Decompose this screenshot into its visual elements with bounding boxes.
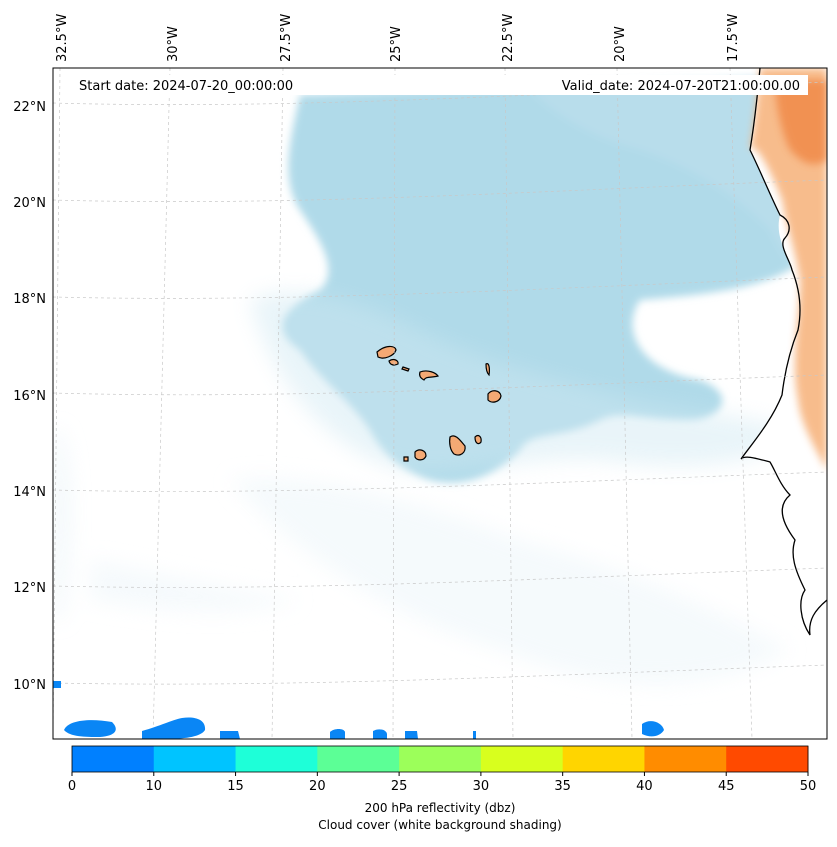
island-brava — [403, 456, 409, 462]
lon-label: 17.5°W — [726, 14, 741, 62]
colorbar-tick-label: 40 — [636, 779, 653, 794]
lon-label: 30°W — [166, 26, 181, 62]
lon-label: 22.5°W — [501, 14, 516, 62]
island-sal — [485, 363, 490, 377]
colorbar-tick-label: 0 — [68, 779, 76, 794]
colorbar-segment — [480, 746, 564, 772]
latitude-labels: 22°N 20°N 18°N 16°N 14°N 12°N 10°N — [13, 100, 46, 693]
lat-label: 12°N — [13, 581, 46, 596]
cloud-halo — [250, 291, 800, 473]
colorbar-segment — [399, 746, 482, 772]
island-santa-luzia — [401, 366, 410, 372]
colorbar-tick-label: 10 — [146, 779, 163, 794]
coastline — [740, 68, 827, 636]
island-fogo — [414, 449, 427, 461]
header-band — [70, 75, 808, 95]
colorbar-segment — [72, 746, 155, 772]
colorbar-ticks: 0 10 15 20 25 30 35 40 45 50 — [68, 772, 816, 794]
lon-label: 20°W — [613, 26, 628, 62]
land-warm-core — [775, 80, 827, 165]
colorbar-tick-label: 45 — [718, 779, 735, 794]
land-warm-shading — [750, 68, 827, 470]
map-content — [53, 68, 827, 739]
valid-date-label: Valid_date: 2024-07-20T21:00:00.00 — [562, 79, 800, 94]
colorbar-sublabel: Cloud cover (white background shading) — [318, 818, 562, 832]
colorbar-segment — [317, 746, 400, 772]
colorbar-segment — [235, 746, 318, 772]
lat-label: 18°N — [13, 292, 46, 307]
colorbar — [71, 745, 809, 773]
island-boa-vista — [487, 390, 502, 403]
lat-label: 14°N — [13, 485, 46, 500]
lon-label: 25°W — [389, 26, 404, 62]
lon-label: 27.5°W — [279, 14, 294, 62]
longitude-labels: 32.5°W 30°W 27.5°W 25°W 22.5°W 20°W 17.5… — [55, 14, 741, 62]
cape-verde-islands — [376, 345, 502, 462]
reflectivity-cells — [53, 681, 664, 739]
colorbar-tick-label: 50 — [800, 779, 817, 794]
map-frame — [52, 67, 828, 740]
colorbar-tick-label: 25 — [391, 779, 408, 794]
lat-label: 10°N — [13, 678, 46, 693]
colorbar-tick-label: 15 — [227, 779, 244, 794]
island-sao-nicolau — [419, 370, 439, 381]
start-date-label: Start date: 2024-07-20_00:00:00 — [79, 79, 293, 94]
colorbar-tick-label: 35 — [554, 779, 571, 794]
faint-cloud-cover — [53, 430, 790, 684]
lat-label: 20°N — [13, 196, 46, 211]
colorbar-segment — [726, 746, 809, 772]
colorbar-label: 200 hPa reflectivity (dbz) — [364, 801, 516, 815]
island-santiago — [449, 435, 466, 456]
colorbar-tick-label: 20 — [309, 779, 326, 794]
island-sao-vicente — [388, 358, 399, 366]
colorbar-tick-label: 30 — [473, 779, 490, 794]
lat-label: 22°N — [13, 100, 46, 115]
gridlines — [53, 68, 827, 739]
lat-label: 16°N — [13, 389, 46, 404]
colorbar-segment — [153, 746, 237, 772]
island-maio — [474, 435, 482, 445]
island-santo-antao — [376, 345, 397, 359]
colorbar-segment — [562, 746, 645, 772]
lon-label: 32.5°W — [55, 14, 70, 62]
colorbar-border — [71, 745, 809, 773]
colorbar-segment — [644, 746, 727, 772]
